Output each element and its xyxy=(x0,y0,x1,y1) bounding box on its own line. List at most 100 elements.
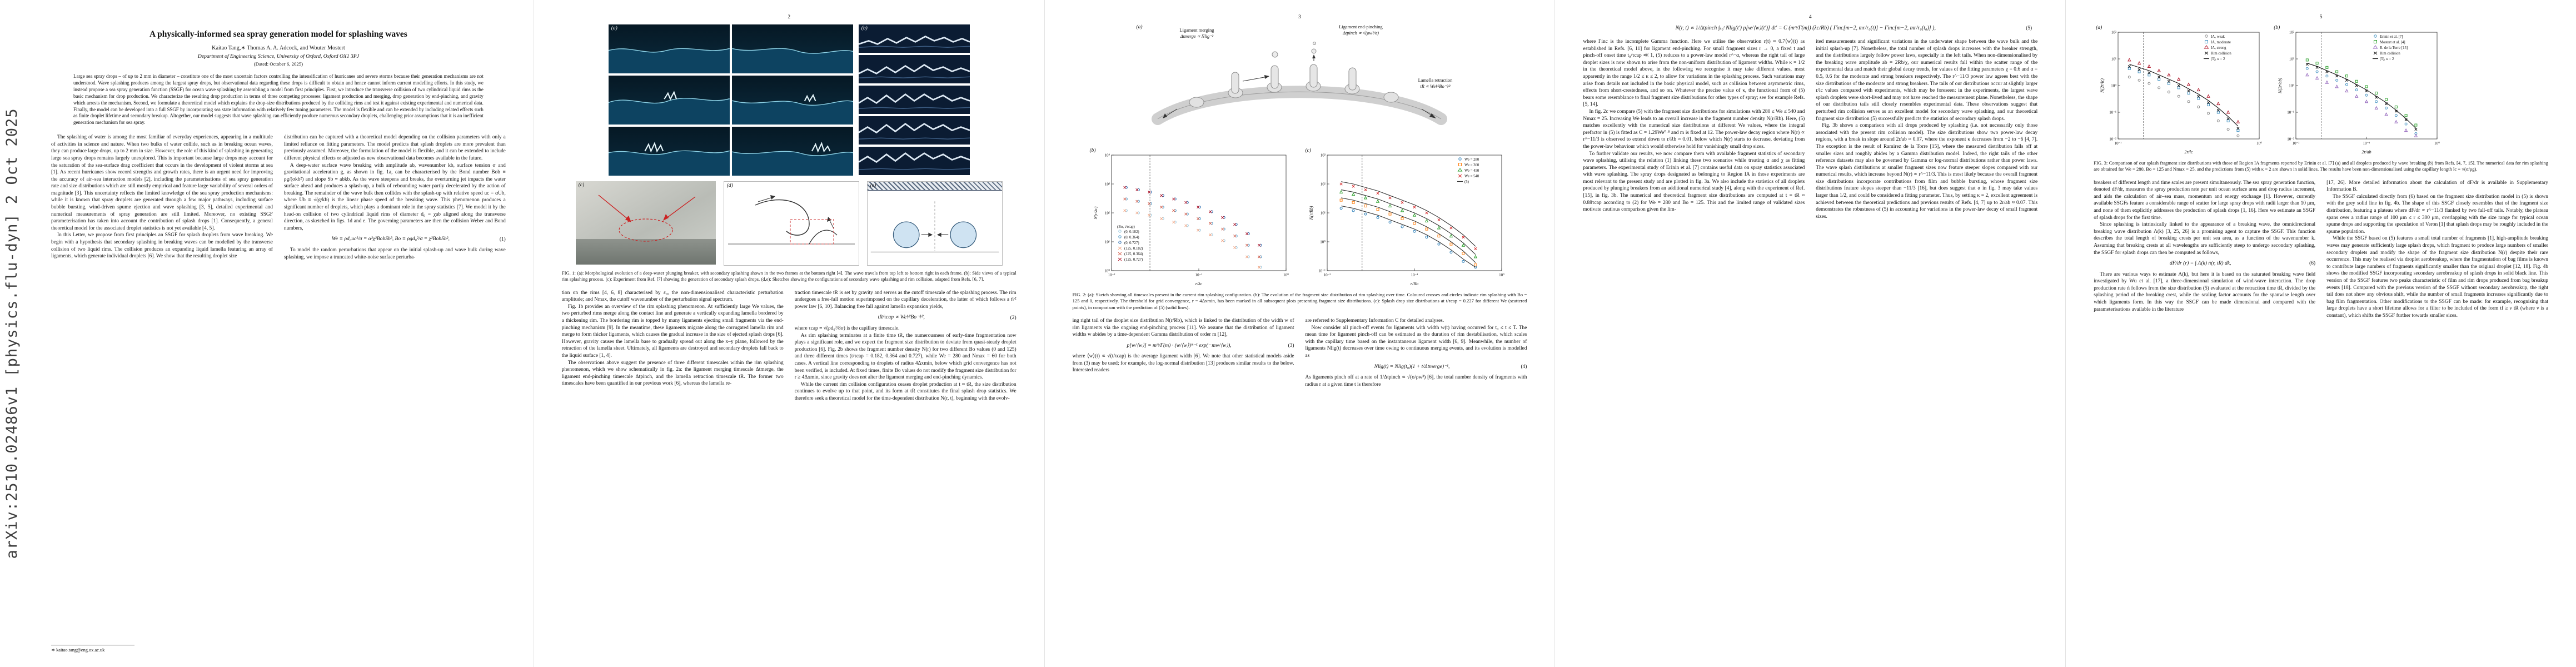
fig2-plot-c: (c) 10⁻² 10⁻¹ 10⁰ 10⁻¹ 10⁰ 10¹ 10² 10³ r/Rb N(r/R… xyxy=(1305,148,1508,287)
photo-wave-silhouette xyxy=(575,239,716,265)
equation-body: Nlig(t) = Nlig(t₀)(1 + t/Δtmerge)⁻¹, xyxy=(1374,363,1450,370)
svg-text:N(r/λc): N(r/λc) xyxy=(1093,206,1098,220)
svg-text:2r/lc: 2r/lc xyxy=(2185,150,2194,155)
body-columns: breakers of different length and time sc… xyxy=(2094,180,2548,320)
panel-label: (b) xyxy=(1089,148,1096,153)
svg-text:10⁰: 10⁰ xyxy=(1105,269,1110,273)
equation-number: (3) xyxy=(1288,343,1294,349)
plot-canvas: 10⁻¹ 10⁰10⁻²10⁻¹10⁰10¹10²2r/lcN(2r/lc)IA,… xyxy=(2100,31,2262,155)
svg-text:10⁰: 10⁰ xyxy=(1284,273,1289,277)
rim-splash-graphic xyxy=(858,93,970,109)
svg-text:N(2r/lc): N(2r/lc) xyxy=(2100,78,2105,93)
body-paragraph: As rim splashing terminates at a finite … xyxy=(794,332,1017,381)
rim-splash-graphic xyxy=(858,123,970,140)
rim-splash-frame xyxy=(858,55,970,83)
figure-3-caption: FIG. 3: Comparison of our splash fragmen… xyxy=(2094,160,2548,172)
equation-body: dF/dr (r) = ∫ Λ(k) ṅ(r, tR) dk, xyxy=(2169,260,2231,267)
svg-text:IA, strong: IA, strong xyxy=(2211,46,2226,50)
rim-splash-frame xyxy=(858,86,970,114)
body-columns: tion on the rims [4, 6, 8] characterised… xyxy=(562,290,1017,402)
body-paragraph: ited measurements and significant variat… xyxy=(1816,39,2038,122)
body-paragraph: To further validate our results, we now … xyxy=(1583,151,1805,213)
svg-text:10²: 10² xyxy=(2289,31,2294,35)
svg-text:Erinin et al. [7]: Erinin et al. [7] xyxy=(2380,35,2403,39)
panel-label: (a) xyxy=(611,26,617,31)
equation-body: We ≡ ρd₀uc²/σ = α²χ²BobSb³, Bo ≡ ρgd₀²/σ… xyxy=(331,236,450,242)
equation-1: We ≡ ρd₀uc²/σ = α²χ²BobSb³, Bo ≡ ρgd₀²/σ… xyxy=(284,236,506,242)
svg-text:R. de la Torre [15]: R. de la Torre [15] xyxy=(2380,46,2408,50)
wave-render-graphic xyxy=(608,91,730,125)
svg-text:10³: 10³ xyxy=(1105,182,1110,187)
body-paragraph: The observations above suggest the prese… xyxy=(561,360,784,387)
body-paragraph: are referred to Supplementary Informatio… xyxy=(1305,318,1444,324)
body-paragraph: While the current rim collision configur… xyxy=(794,381,1017,401)
experiment-annotations xyxy=(598,195,696,242)
svg-text:(125, 0.182): (125, 0.182) xyxy=(1124,247,1143,251)
svg-text:10²: 10² xyxy=(1321,182,1326,187)
fig1-panel-d: (d) xyxy=(723,181,859,266)
rim-splash-graphic xyxy=(858,36,970,48)
splash-configuration-sketch xyxy=(728,195,855,245)
svg-text:N(2r/ab): N(2r/ab) xyxy=(2278,78,2283,94)
svg-text:10⁻¹: 10⁻¹ xyxy=(1319,269,1326,273)
body-columns: ing right tail of the droplet size distr… xyxy=(1073,317,1527,388)
svg-text:10⁻¹: 10⁻¹ xyxy=(1195,273,1203,277)
wave-frame xyxy=(608,127,730,176)
figure-1-caption: FIG. 1: (a): Morphological evolution of … xyxy=(561,270,1017,282)
body-paragraph: Fig. 1b provides an overview of the rim … xyxy=(561,303,784,359)
wave-render-graphic xyxy=(731,93,853,125)
equation-number: (6) xyxy=(2309,261,2316,267)
body-paragraph: tion on the rims [4, 6, 8] characterised… xyxy=(561,290,784,303)
panel-label: (b) xyxy=(2274,25,2280,31)
body-paragraph: In this Letter, we propose from first pr… xyxy=(51,232,273,260)
svg-text:10⁰: 10⁰ xyxy=(1321,240,1326,245)
svg-text:10⁻²: 10⁻² xyxy=(1324,273,1331,277)
svg-text:Rim collision: Rim collision xyxy=(2211,52,2231,56)
body-paragraph: Now consider all pinch-off events for li… xyxy=(1305,325,1527,359)
page-strip: A physically-informed sea spray generati… xyxy=(23,0,2576,667)
annotation-title: Lamella retraction xyxy=(1418,78,1453,83)
wave-frame: (a) xyxy=(608,24,730,73)
abstract: Large sea spray drops – of up to 2 mm in… xyxy=(73,73,484,126)
page-number: 5 xyxy=(2319,14,2323,20)
body-paragraph: breakers of different length and time sc… xyxy=(2094,180,2316,221)
date-line: (Dated: October 6, 2025) xyxy=(253,61,303,67)
equation-6: dF/dr (r) = ∫ Λ(k) ṅ(r, tR) dk, (6) xyxy=(2094,260,2315,267)
fig1-panel-e: (e) xyxy=(866,181,1003,266)
svg-text:(5): (5) xyxy=(1464,180,1469,184)
rim-splash-frame xyxy=(858,116,970,145)
page-number: 3 xyxy=(1298,14,1301,20)
wave-render-graphic xyxy=(731,48,853,73)
svg-text:(125, 0.727): (125, 0.727) xyxy=(1124,258,1143,262)
footnote-email: ∗ kaitao.tang@eng.ox.ac.uk xyxy=(51,648,105,653)
svg-text:10⁰: 10⁰ xyxy=(2434,141,2440,146)
wave-render-graphic xyxy=(731,141,853,176)
fig2-timescale-sketch: (a) xyxy=(1136,24,1455,144)
svg-text:10¹: 10¹ xyxy=(1321,211,1326,216)
rim-splash-graphic xyxy=(858,64,970,78)
svg-text:10¹: 10¹ xyxy=(2111,57,2116,62)
svg-text:r/Rb: r/Rb xyxy=(1411,281,1418,286)
svg-text:10⁰: 10⁰ xyxy=(1499,273,1505,277)
rim-splash-sketch-graphic xyxy=(1152,42,1448,125)
body-columns: where Γinc is the incomplete Gamma funct… xyxy=(1583,38,2037,220)
annotation-title: Ligament merging xyxy=(1179,28,1214,33)
annotation-formula: Δtpinch ∝ √(ρw³/σ) xyxy=(1343,30,1379,36)
rim-splash-graphic xyxy=(858,152,970,170)
figure-3: (a) 10⁻¹ 10⁰ 10⁻² 10⁻¹ 10⁰ 10¹ 10² 2r/lc N(2r/lc… xyxy=(2094,25,2548,173)
svg-text:10⁻¹: 10⁻¹ xyxy=(1411,273,1418,277)
body-paragraph: The SSGF calculated directly from (6) ba… xyxy=(2326,193,2548,235)
equation-number: (5) xyxy=(2026,25,2032,31)
column-left: breakers of different length and time sc… xyxy=(2094,180,2315,320)
annotation-lamella-retraction: Lamella retraction tR ∝ We¹⁄²Bo⁻³⁄² xyxy=(1402,78,1468,89)
page-5: 5 (a) 10⁻¹ 10⁰ 10⁻² 10⁻¹ 10⁰ 10¹ 10² 2r/lc N(2r/… xyxy=(2065,0,2576,667)
body-paragraph: where τcap ≡ √(ρd₀³/8σ) is the capillary… xyxy=(794,325,900,331)
paper-title: A physically-informed sea spray generati… xyxy=(149,29,407,39)
column-right: [17, 26]. More detailed information abou… xyxy=(2326,180,2548,320)
svg-text:IA, weak: IA, weak xyxy=(2211,35,2225,39)
page-2: 2 (a) xyxy=(533,0,1044,667)
figure-1-top-row: (a) xyxy=(562,24,1017,176)
authors: Kaitao Tang,∗ Thomas A. A. Adcock, and W… xyxy=(212,45,345,52)
plot-canvas: 10⁻² 10⁻¹ 10⁰10⁻¹10⁰10¹10²10³r/RbN(r/Rb)We… xyxy=(1309,153,1505,287)
